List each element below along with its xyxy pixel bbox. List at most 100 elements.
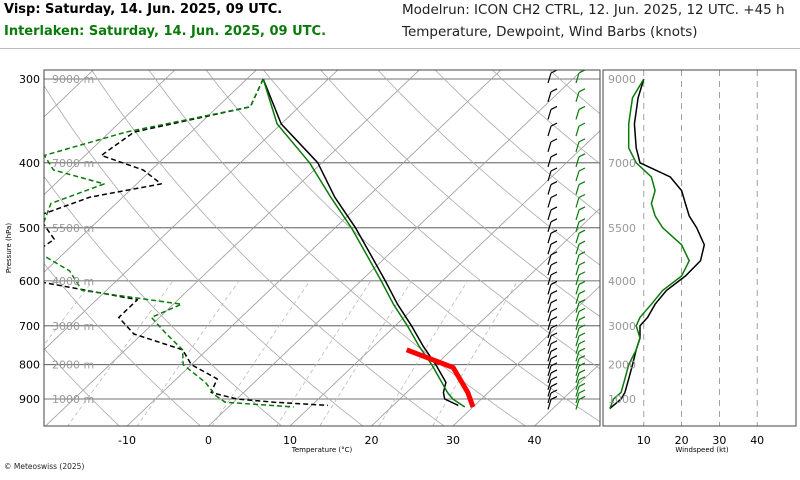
windspeed-axis-label: Windspeed (kt) [675,446,728,454]
station1-title: Visp: Saturday, 14. Jun. 2025, 09 UTC. [4,2,283,17]
wind-barb [547,369,558,384]
wind-barb [575,307,586,322]
wind-altitude-label: 9000 [608,73,636,86]
dry-adiabat-line [777,26,800,444]
pressure-tick-label: 400 [19,157,40,170]
wind-barb [575,332,586,347]
wind-barb [575,316,586,330]
wind-barb [575,347,586,362]
wind-barb [547,70,558,84]
wind-barb [575,193,586,208]
altitude-label: 1000 m [52,393,94,406]
wind-barb [547,261,558,276]
station2-title: Interlaken: Saturday, 14. Jun. 2025, 09 … [4,24,327,39]
windspeed-tick-label: 40 [750,434,764,447]
wind-barb [547,167,558,182]
interlaken-dewpoint-line [44,78,294,408]
isotherm-line [45,70,420,426]
wind-barb [575,389,586,404]
dry-adiabat-line [549,70,600,115]
pressure-tick-label: 600 [19,275,40,288]
mixing-ratio-line [67,280,174,426]
pressure-tick-label: 700 [19,320,40,333]
altitude-label: 4000 m [52,275,94,288]
wind-barb [547,347,558,362]
pressure-tick-label: 300 [19,73,40,86]
isotherm-line [44,70,339,351]
wind-barb [575,206,586,221]
wind-barb [575,290,586,304]
wind-altitude-label: 3000 [608,320,636,333]
dry-adiabat-line [205,70,600,423]
pressure-tick-label: 900 [19,393,40,406]
wind-barb [547,382,558,397]
wind-profile-frame [602,69,797,427]
wind-barb [575,362,586,377]
isotherm-line [44,70,257,273]
wind-altitude-label: 4000 [608,275,636,288]
wind-barb [547,251,558,265]
wind-barb [575,167,586,182]
dry-adiabat-line [44,262,202,426]
wind-barb [547,193,558,208]
altitude-label: 5500 m [52,222,94,235]
wind-barb [575,340,586,354]
mixing-ratio-line [432,280,519,426]
dry-adiabat-line [262,70,600,370]
mixing-ratio-line [136,280,240,426]
temperature-tick-label: 20 [365,434,379,447]
visp-temperature-line [262,78,459,407]
variables-label: Temperature, Dewpoint, Wind Barbs (knots… [402,24,698,40]
altitude-label: 3000 m [52,320,94,333]
isotherm-line [208,70,583,426]
wind-barb [575,299,586,313]
visp-dewpoint-line [44,78,328,407]
dry-adiabat-line [44,347,120,426]
wind-barb [547,153,558,167]
wind-barb [547,389,558,404]
altitude-label: 2000 m [52,359,94,372]
wind-barb [575,355,586,369]
surface-heating-profile-line [405,347,476,408]
dry-adiabat-line [148,70,526,426]
wind-barb [547,290,558,304]
dry-adiabat-line [722,26,800,444]
wind-barb [547,206,558,221]
wind-barb [575,376,586,390]
header-divider [0,48,800,49]
wind-barb [547,271,558,286]
mixing-ratio-line [378,280,468,426]
skew-t-frame [43,69,601,427]
windspeed-tick-label: 20 [675,434,689,447]
wind-altitude-label: 2000 [608,359,636,372]
interlaken-temperature-line [262,78,466,408]
wind-barb [547,332,558,347]
wind-barb [547,324,558,339]
copyright: © Meteoswiss (2025) [4,462,85,471]
dry-adiabat-line [558,26,800,444]
wind-barb [575,369,586,384]
pressure-tick-label: 800 [19,359,40,372]
temperature-tick-label: -10 [118,434,136,447]
wind-barb [547,280,558,295]
wind-barb [575,229,586,244]
wind-barb [547,376,558,390]
wind-altitude-label: 5500 [608,222,636,235]
wind-barb [547,122,558,137]
temperature-tick-label: 30 [446,434,460,447]
wind-barb [575,218,586,232]
wind-barb [547,181,558,195]
wind-barb [547,340,558,354]
temperature-tick-label: 10 [283,434,297,447]
x-axis-label: Temperature (°C) [291,446,353,454]
y-axis-label: Pressure (hPa) [5,223,13,273]
mixing-ratio-line [319,280,412,426]
isotherm-line [44,70,176,196]
wind-barb [547,105,558,120]
isotherm-line [371,207,600,426]
wind-barb [547,138,558,153]
wind-barb [575,153,586,167]
isotherm-line [452,285,600,426]
windspeed-tick-label: 10 [637,434,651,447]
isotherm-line [289,130,600,426]
